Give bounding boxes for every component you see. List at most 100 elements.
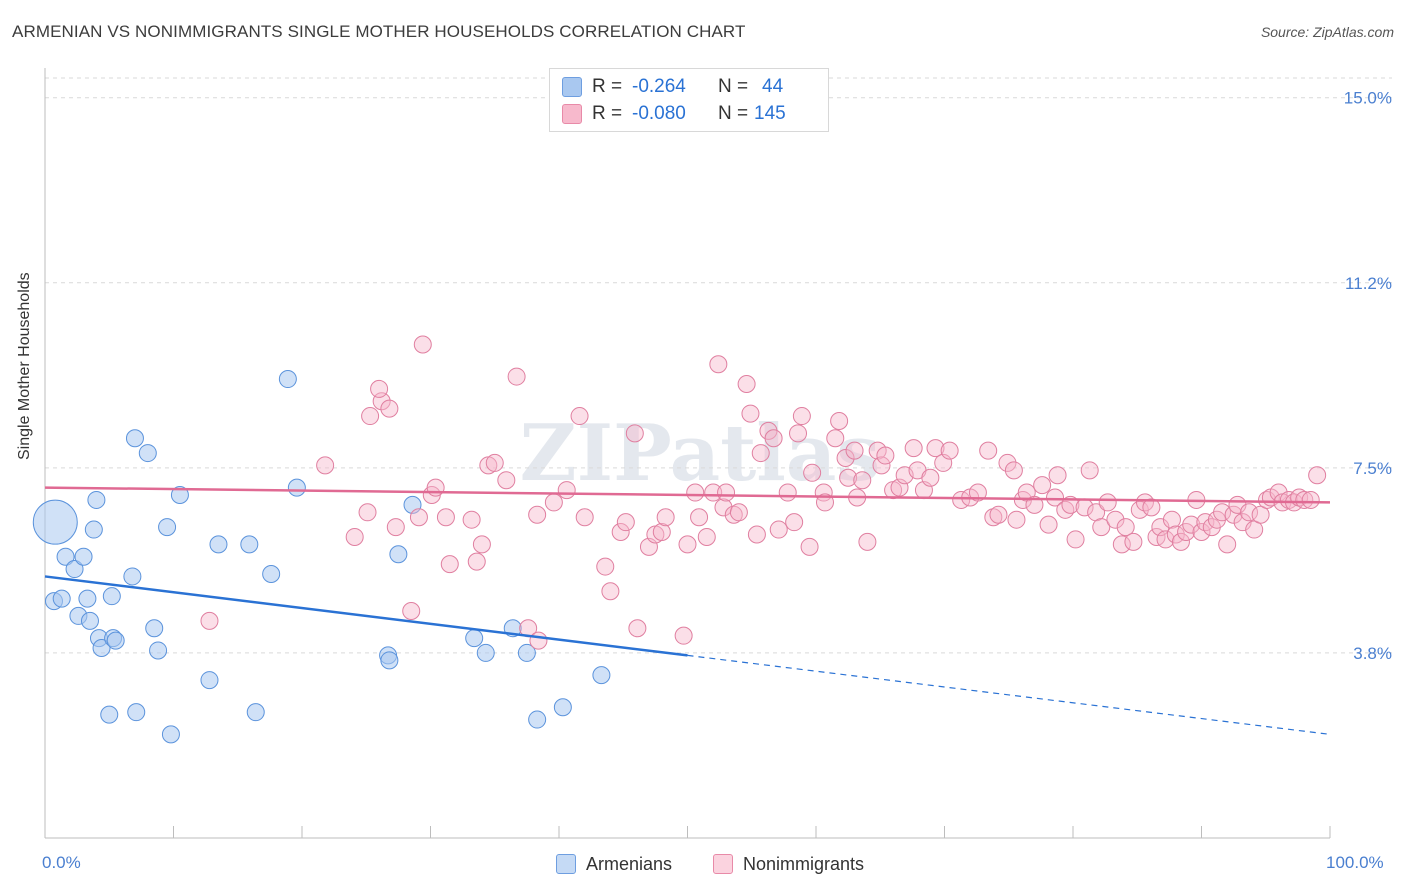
legend-n-value: 44 bbox=[762, 76, 784, 97]
armenian-point bbox=[476, 643, 495, 662]
nonimmigrant-point bbox=[921, 468, 940, 487]
nonimmigrant-point bbox=[1233, 513, 1252, 532]
nonimmigrant-point bbox=[361, 407, 380, 426]
nonimmigrant-point bbox=[845, 441, 864, 460]
nonimmigrant-point bbox=[426, 478, 445, 497]
nonimmigrant-point bbox=[528, 505, 547, 524]
armenian-point bbox=[278, 370, 297, 389]
nonimmigrant-point bbox=[1279, 490, 1298, 509]
nonimmigrant-point bbox=[741, 404, 760, 423]
armenian-point bbox=[87, 490, 106, 509]
nonimmigrant-point bbox=[815, 493, 834, 512]
nonimmigrant-point bbox=[792, 407, 811, 426]
nonimmigrant-point bbox=[652, 523, 671, 542]
nonimmigrant-point bbox=[803, 463, 822, 482]
armenian-point bbox=[32, 499, 78, 545]
nonimmigrant-point bbox=[1025, 495, 1044, 514]
nonimmigrant-point bbox=[557, 481, 576, 500]
legend-r-value: -0.264 bbox=[632, 76, 686, 97]
nonimmigrant-point bbox=[358, 503, 377, 522]
armenian-point bbox=[102, 587, 121, 606]
nonimmigrant-point bbox=[628, 619, 647, 638]
nonimmigrant-point bbox=[989, 505, 1008, 524]
armenian-point bbox=[80, 611, 99, 630]
nonimmigrant-point bbox=[625, 424, 644, 443]
nonimmigrant-point bbox=[747, 525, 766, 544]
armenian-point bbox=[161, 725, 180, 744]
nonimmigrant-point bbox=[529, 631, 548, 650]
armenian-point bbox=[78, 589, 97, 608]
nonimmigrant-point bbox=[690, 508, 709, 527]
nonimmigrant-point bbox=[1033, 476, 1052, 495]
legend-r-label: R = bbox=[592, 103, 623, 124]
nonimmigrant-point bbox=[686, 483, 705, 502]
nonimmigrant-point bbox=[926, 439, 945, 458]
nonimmigrant-point bbox=[409, 508, 428, 527]
armenian-point bbox=[92, 639, 111, 657]
nonimmigrant-point bbox=[940, 441, 959, 460]
nonimmigrant-point bbox=[1295, 490, 1314, 509]
armenian-point bbox=[389, 545, 408, 564]
armenian-point bbox=[465, 629, 484, 648]
nonimmigrant-point bbox=[984, 508, 1003, 527]
nonimmigrant-point bbox=[751, 444, 770, 463]
nonimmigrant-point bbox=[729, 503, 748, 522]
bottom-legend-label-nonimmigrants: Nonimmigrants bbox=[743, 853, 865, 874]
nonimmigrant-point bbox=[616, 513, 635, 532]
nonimmigrant-point bbox=[1213, 503, 1232, 522]
armenian-point bbox=[200, 671, 219, 690]
nonimmigrant-point bbox=[345, 527, 364, 546]
nonimmigrant-point bbox=[200, 611, 219, 630]
armenian-point bbox=[100, 705, 119, 724]
armenian-point bbox=[149, 641, 168, 660]
nonimmigrant-point bbox=[497, 471, 516, 490]
y-tick-label: 7.5% bbox=[1353, 459, 1392, 478]
nonimmigrant-point bbox=[1048, 466, 1067, 485]
nonimmigrant-point bbox=[904, 439, 923, 458]
armenian-point bbox=[56, 547, 75, 566]
nonimmigrant-point bbox=[1056, 500, 1075, 519]
legend-row-armenians: R = -0.264 N = 44 bbox=[562, 75, 802, 99]
nonimmigrant-point bbox=[1124, 532, 1143, 551]
legend-row-nonimmigrants: R = -0.080 N = 145 bbox=[562, 102, 794, 126]
nonimmigrant-point bbox=[1080, 461, 1099, 480]
bottom-legend-label-armenians: Armenians bbox=[586, 853, 673, 874]
nonimmigrant-point bbox=[611, 523, 630, 542]
nonimmigrant-point bbox=[1092, 518, 1111, 537]
stats-legend: R = -0.264 N = 44 R = -0.080 N = 145 bbox=[549, 68, 829, 132]
armenian-point bbox=[158, 518, 177, 537]
armenian-point bbox=[127, 703, 146, 722]
nonimmigrant-point bbox=[462, 510, 481, 529]
legend-n-label: N = bbox=[718, 103, 749, 124]
nonimmigrant-point bbox=[764, 429, 783, 448]
nonimmigrant-point bbox=[1142, 498, 1161, 517]
nonimmigrant-point bbox=[789, 424, 808, 443]
bottom-legend-armenians: Armenians bbox=[556, 852, 672, 876]
y-tick-label: 3.8% bbox=[1353, 644, 1392, 663]
armenians-trend-line bbox=[44, 575, 688, 657]
nonimmigrant-point bbox=[1039, 515, 1058, 534]
x-tick-label-min: 0.0% bbox=[42, 853, 81, 872]
armenian-point bbox=[125, 429, 144, 448]
nonimmigrant-point bbox=[380, 399, 399, 418]
nonimmigrant-point bbox=[601, 582, 620, 601]
nonimmigrant-point bbox=[413, 335, 432, 354]
nonimmigrant-point bbox=[1218, 535, 1237, 554]
nonimmigrant-point bbox=[1301, 490, 1320, 509]
nonimmigrant-point bbox=[872, 456, 891, 475]
nonimmigrant-point bbox=[674, 626, 693, 645]
armenian-point bbox=[52, 589, 71, 608]
legend-r-value: -0.080 bbox=[632, 103, 686, 124]
nonimmigrant-point bbox=[485, 453, 504, 472]
nonimmigrant-point bbox=[507, 367, 526, 386]
y-axis-label: Single Mother Households bbox=[16, 272, 33, 460]
bottom-legend-swatch-nonimmigrants bbox=[713, 854, 733, 874]
nonimmigrant-point bbox=[370, 379, 389, 398]
nonimmigrant-point bbox=[1308, 466, 1327, 485]
nonimmigrant-point bbox=[800, 537, 819, 556]
nonimmigrant-point bbox=[1116, 518, 1135, 537]
watermark: ZIPatlas bbox=[520, 408, 881, 499]
nonimmigrant-point bbox=[1171, 532, 1190, 551]
legend-swatch-nonimmigrants bbox=[562, 104, 582, 124]
